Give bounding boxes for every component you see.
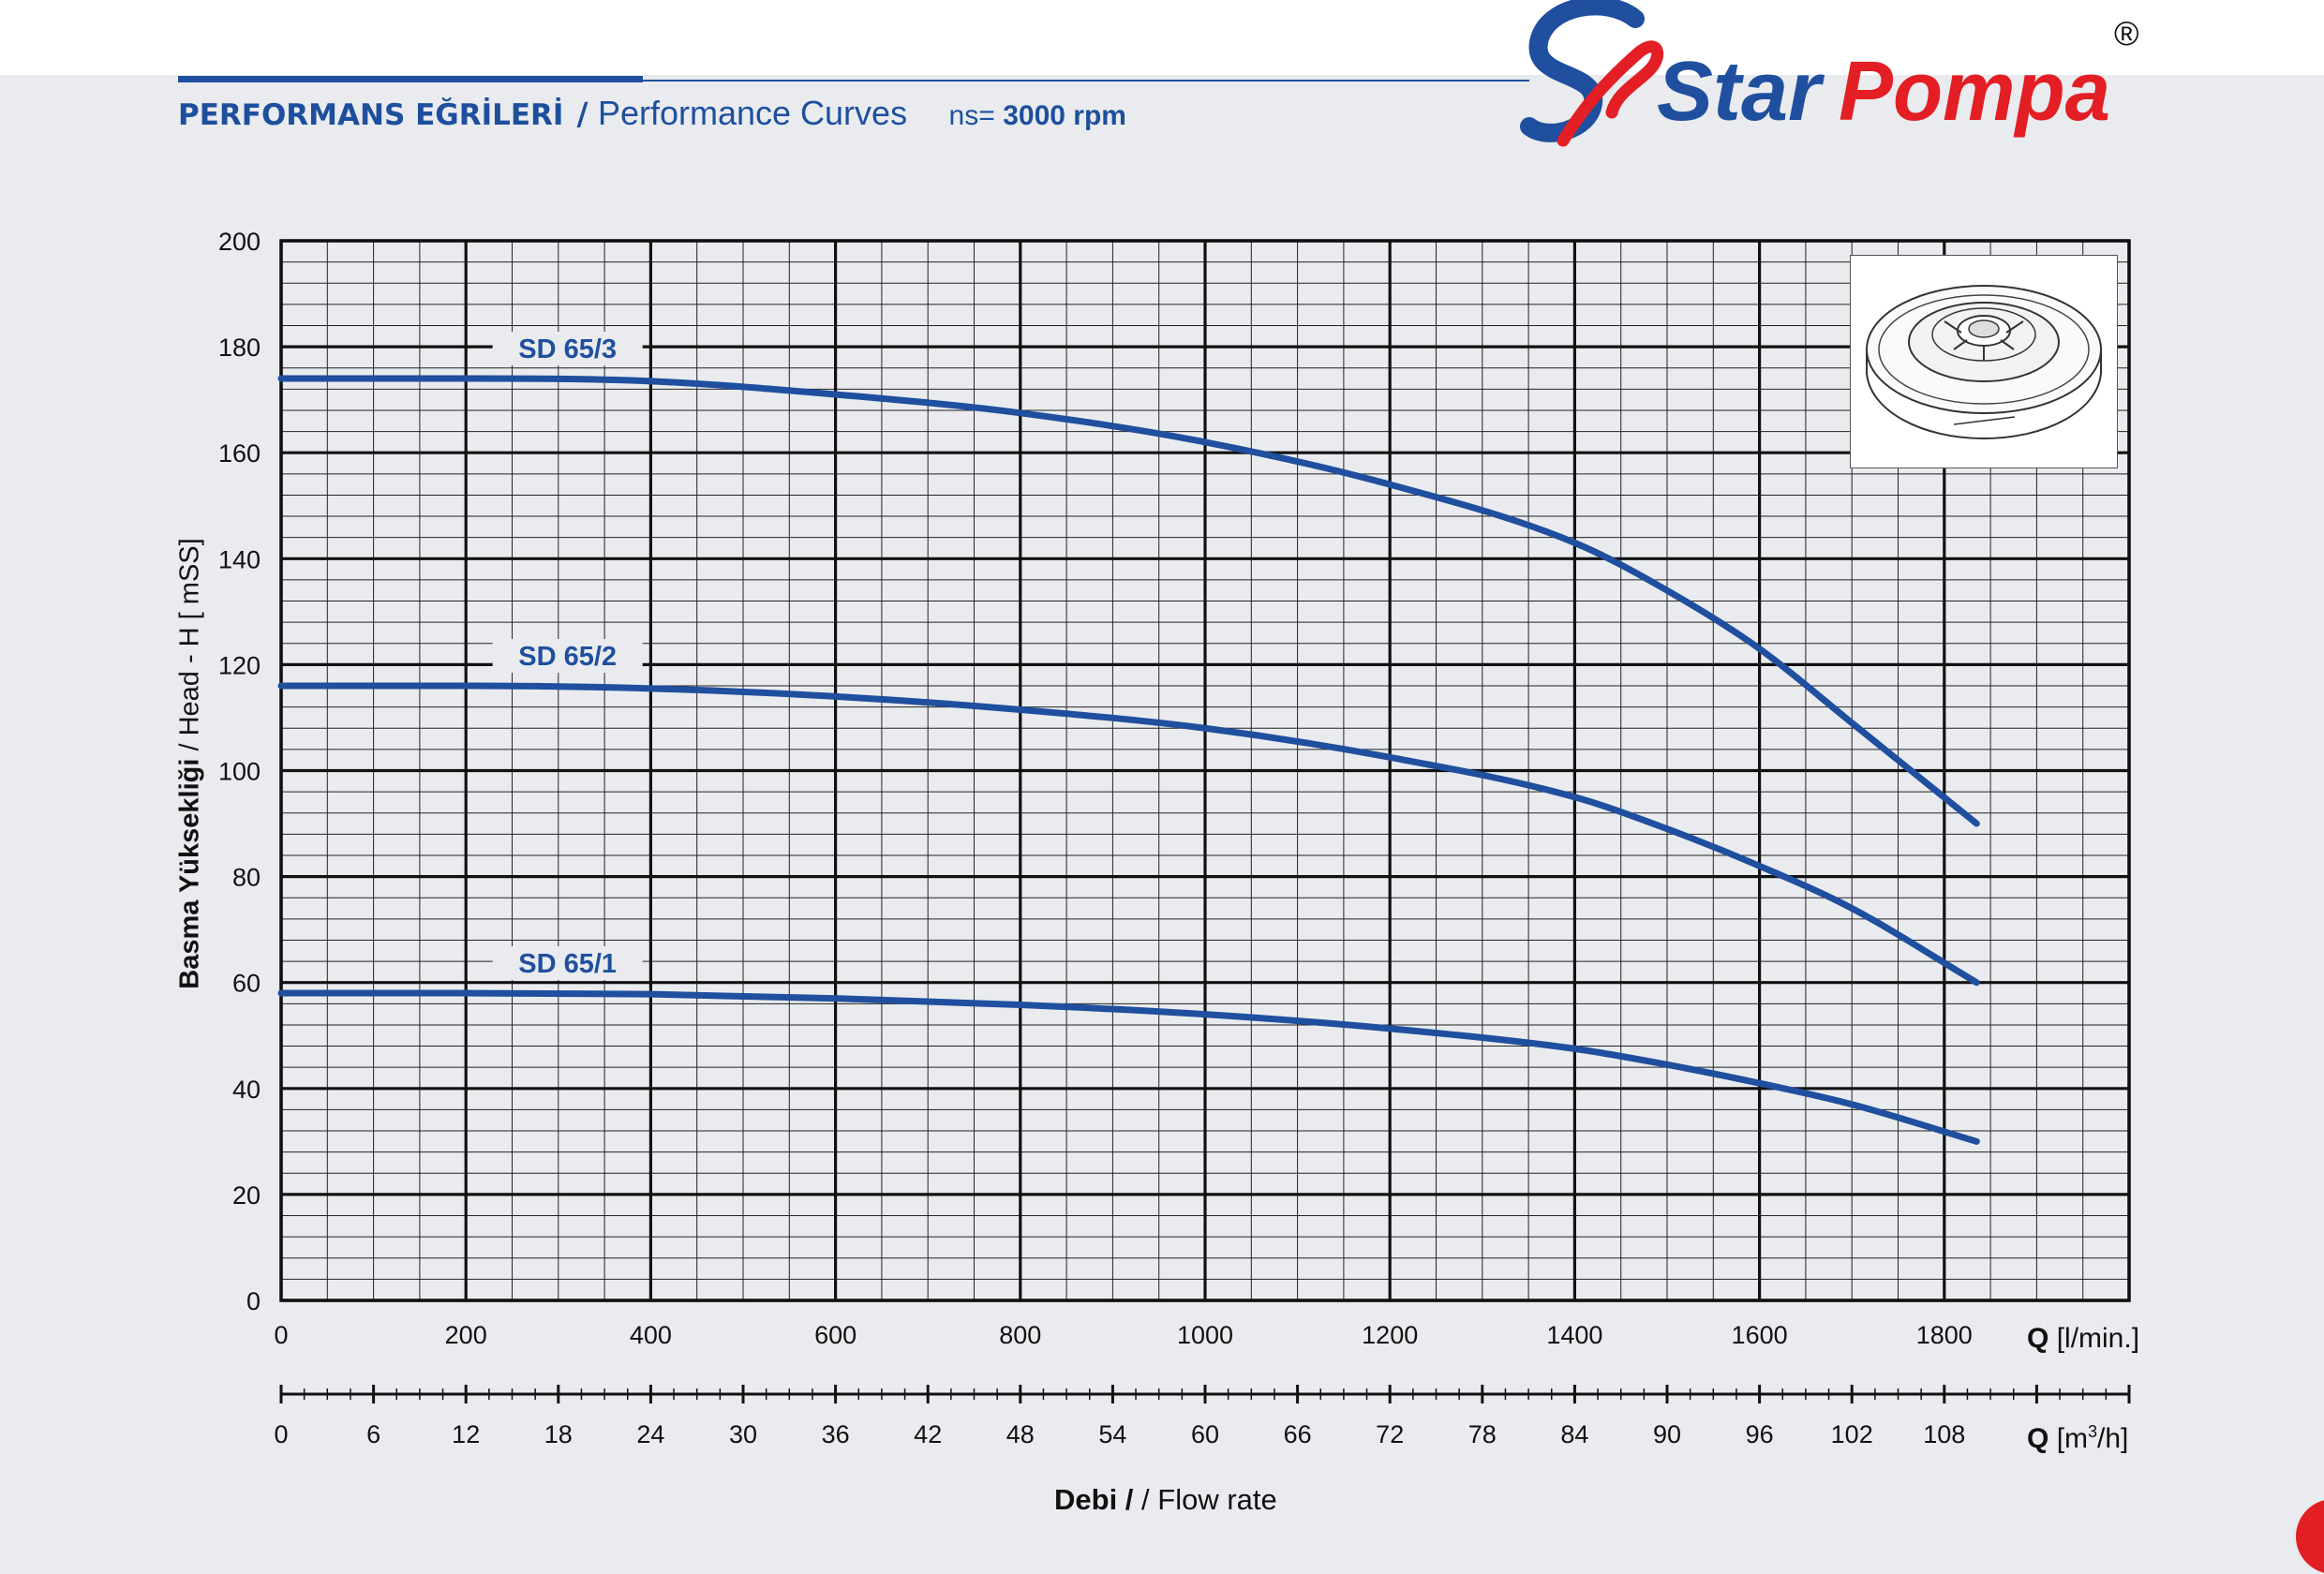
x2-tick-label: 54	[1098, 1420, 1126, 1448]
y-axis-label-bold: Basma Yüksekliği	[174, 758, 205, 989]
series-line-2	[277, 682, 1980, 987]
x-tick-label: 1400	[1546, 1321, 1602, 1349]
series-label-bg	[492, 639, 643, 674]
series-label: SD 65/3	[518, 334, 617, 364]
y-tick-label: 180	[218, 334, 261, 362]
speed-value: 3000 rpm	[1003, 100, 1126, 131]
x-tick-label: 1600	[1732, 1321, 1788, 1349]
x-tick-label: 600	[814, 1321, 857, 1349]
x-tick-label: 800	[999, 1321, 1041, 1349]
logo-text-pompa: Pompa	[1839, 45, 2110, 139]
series-label: SD 65/2	[518, 642, 617, 672]
y-tick-label: 80	[232, 864, 261, 892]
x2-tick-label: 72	[1376, 1420, 1404, 1448]
star-pompa-logo: Star Pompa ®	[1520, 0, 2139, 147]
series-line-1	[277, 375, 1980, 827]
series-labels: SD 65/3 SD 65/2 SD 65/1	[492, 332, 643, 981]
title-turkish: PERFORMANS EĞRİLERİ	[178, 98, 564, 132]
series-label-bg	[492, 946, 643, 981]
x2-tick-label: 60	[1191, 1420, 1219, 1448]
page-title: PERFORMANS EĞRİLERİ / Performance Curves …	[178, 94, 1126, 141]
x-tick-label: 200	[445, 1321, 487, 1349]
y-axis-label: Basma Yüksekliği / Head - H [ mSS]	[175, 538, 206, 988]
x-axis-m3h: 0 6 12 18 24 30 36 42 48 54 60 66 72 78 84 90 96 102 108	[274, 1385, 2131, 1448]
x-unit-m3h: Q [m3/h]	[2027, 1422, 2129, 1454]
y-axis-ticks: 0 20 40 60 80 100 120 140 160 180 200	[218, 228, 261, 1315]
x2-tick-label: 78	[1468, 1420, 1497, 1448]
x-tick-label: 0	[274, 1321, 288, 1349]
x-axis-label: Debi / / Flow rate	[1054, 1483, 1277, 1516]
y-tick-label: 100	[218, 758, 261, 786]
x2-tick-label: 12	[452, 1420, 480, 1448]
title-separator: /	[576, 96, 588, 132]
title-rule	[178, 76, 643, 82]
series-lines	[277, 375, 1980, 1145]
y-tick-label: 60	[232, 970, 261, 998]
x2-tick-label: 90	[1653, 1420, 1681, 1448]
series-label-bg	[492, 332, 643, 366]
title-english: Performance Curves	[597, 94, 908, 132]
y-tick-label: 140	[218, 545, 261, 573]
x-axis-ticks-lpm: 0 200 400 600 800 1000 1200 1400 1600 1800	[274, 1321, 1972, 1349]
y-tick-label: 160	[218, 439, 261, 468]
impeller-icon	[1866, 285, 2102, 440]
y-tick-label: 120	[218, 651, 261, 679]
x2-tick-label: 36	[822, 1420, 850, 1448]
x-unit-lpm: Q [l/min.]	[2027, 1323, 2140, 1354]
x2-tick-label: 6	[366, 1420, 380, 1448]
plot-frame	[279, 239, 2131, 1302]
y-tick-label: 20	[232, 1181, 261, 1210]
x-tick-label: 1800	[1916, 1321, 1973, 1349]
logo-text-star: Star	[1657, 45, 1825, 139]
x2-tick-label: 102	[1831, 1420, 1873, 1448]
speed-label: ns=	[948, 100, 995, 131]
x-axis-label-rest: / Flow rate	[1133, 1483, 1277, 1516]
series-label: SD 65/1	[518, 949, 617, 979]
x2-tick-label: 30	[729, 1420, 757, 1448]
x-axis-label-bold: Debi	[1054, 1483, 1118, 1516]
header-band	[0, 0, 2324, 75]
y-axis-label-rest: / Head - H [ mSS]	[174, 538, 205, 759]
x2-tick-label: 0	[274, 1420, 288, 1448]
title-rule-thin	[643, 80, 1529, 82]
y-tick-label: 40	[232, 1076, 261, 1104]
x2-tick-label: 96	[1746, 1420, 1774, 1448]
x2-tick-label: 24	[636, 1420, 664, 1448]
x2-tick-label: 84	[1560, 1420, 1588, 1448]
x-tick-label: 1200	[1362, 1321, 1418, 1349]
x2-tick-label: 42	[914, 1420, 942, 1448]
registered-mark: ®	[2114, 14, 2139, 52]
logo-emblem-icon	[1520, 0, 1664, 147]
x2-tick-label: 18	[544, 1420, 573, 1448]
y-tick-label: 200	[218, 228, 261, 256]
x2-tick-label: 108	[1923, 1420, 1965, 1448]
series-line-3	[277, 989, 1980, 1145]
x2-tick-label: 66	[1284, 1420, 1312, 1448]
x-tick-label: 1000	[1177, 1321, 1233, 1349]
impeller-illustration	[1850, 255, 2118, 468]
x-tick-label: 400	[630, 1321, 672, 1349]
plot-border	[279, 239, 2131, 1302]
y-tick-label: 0	[246, 1287, 261, 1315]
x2-tick-label: 48	[1006, 1420, 1035, 1448]
